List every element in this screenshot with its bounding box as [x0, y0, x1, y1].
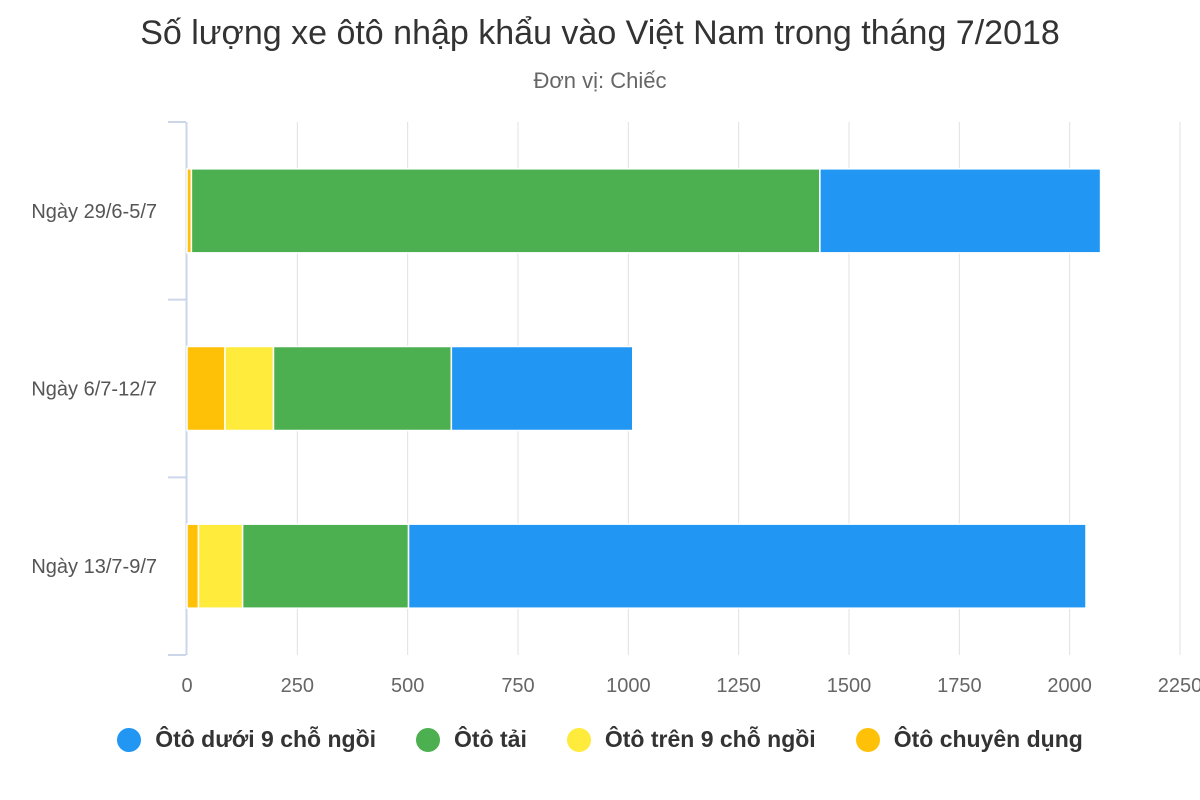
chart-subtitle: Đơn vị: Chiếc [533, 68, 667, 93]
chart-title: Số lượng xe ôtô nhập khẩu vào Việt Nam t… [140, 14, 1060, 52]
bar-series-3-category-2[interactable] [186, 523, 200, 609]
category-label-0: Ngày 29/6-5/7 [31, 201, 157, 223]
legend-symbol-series-2 [566, 727, 591, 752]
x-tick-label-4: 1000 [606, 675, 651, 697]
legend-item-series-2[interactable]: Ôtô trên 9 chỗ ngồi [566, 726, 816, 753]
legend-item-series-0[interactable]: Ôtô dưới 9 chỗ ngồi [117, 726, 376, 753]
legend-symbol-series-3 [855, 727, 880, 752]
x-tick-label-8: 2000 [1047, 675, 1092, 697]
x-tick-label-9: 2250 [1158, 675, 1200, 697]
bar-series-1-category-2[interactable] [241, 523, 410, 609]
bar-series-0-category-2[interactable] [407, 523, 1087, 609]
legend-label-series-2: Ôtô trên 9 chỗ ngồi [604, 726, 816, 752]
x-tick-label-1: 250 [281, 675, 314, 697]
x-tick-label-0: 0 [181, 675, 192, 697]
chart-plot-area: 0 250 500 750 1000 1250 1500 1750 2000 2250 Ngày 2… [31, 121, 1200, 697]
legend-label-series-1: Ôtô tải [454, 726, 527, 752]
legend-symbol-series-0 [117, 727, 142, 752]
x-tick-label-6: 1500 [827, 675, 872, 697]
bar-series-0-category-0[interactable] [819, 168, 1102, 254]
category-label-1: Ngày 6/7-12/7 [31, 379, 157, 401]
legend-label-series-3: Ôtô chuyên dụng [893, 726, 1083, 752]
bar-series-0-category-1[interactable] [450, 345, 634, 432]
bar-series-2-category-2[interactable] [197, 523, 244, 609]
bar-series-3-category-1[interactable] [186, 345, 226, 432]
bar-series-1-category-1[interactable] [272, 345, 453, 432]
category-label-2: Ngày 13/7-9/7 [31, 556, 157, 578]
x-tick-label-7: 1750 [937, 675, 982, 697]
x-tick-label-2: 500 [391, 675, 424, 697]
x-tick-label-5: 1250 [716, 675, 761, 697]
x-tick-label-3: 750 [501, 675, 534, 697]
bar-series-1-category-0[interactable] [190, 168, 821, 254]
legend-item-series-1[interactable]: Ôtô tải [416, 726, 527, 753]
legend-item-series-3[interactable]: Ôtô chuyên dụng [855, 726, 1083, 753]
legend-symbol-series-1 [416, 727, 441, 752]
bar-series-2-category-1[interactable] [224, 345, 275, 432]
chart-legend: Ôtô dưới 9 chỗ ngồi Ôtô tải Ôtô trên 9 c… [0, 726, 1200, 753]
legend-label-series-0: Ôtô dưới 9 chỗ ngồi [155, 726, 377, 752]
